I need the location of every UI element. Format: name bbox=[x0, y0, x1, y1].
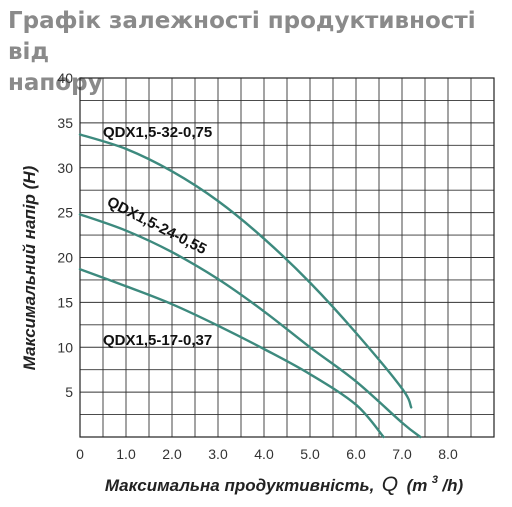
y-tick-label: 5 bbox=[65, 384, 73, 400]
y-tick-label: 35 bbox=[57, 115, 73, 131]
series-label-qdx-17: QDX1,5-17-0,37 bbox=[103, 332, 212, 349]
y-tick-label: 40 bbox=[57, 70, 73, 86]
x-tick-labels: 0 1.0 2.0 3.0 4.0 5.0 6.0 7.0 8.0 bbox=[76, 446, 458, 462]
y-tick-label: 20 bbox=[57, 250, 73, 266]
series-line-qdx-17 bbox=[78, 268, 385, 439]
series-line-qdx-24 bbox=[78, 213, 422, 439]
chart-title: Графік залежності продуктивності від нап… bbox=[8, 6, 508, 99]
x-tick-label: 3.0 bbox=[208, 446, 228, 462]
series-label-qdx-24: QDX1,5-24-0,55 bbox=[104, 193, 209, 258]
series-label-qdx-32: QDX1,5-32-0,75 bbox=[103, 124, 212, 141]
series-group bbox=[78, 133, 422, 439]
chart-title-line-1: Графік залежності продуктивності від bbox=[8, 8, 476, 65]
x-axis-label-symbol: Q bbox=[382, 473, 398, 496]
x-axis-label-unit-close: /h) bbox=[441, 476, 463, 495]
series-line-qdx-32 bbox=[78, 133, 413, 409]
y-tick-label: 25 bbox=[57, 205, 73, 221]
x-tick-label: 0 bbox=[76, 446, 84, 462]
x-tick-label: 1.0 bbox=[116, 446, 136, 462]
x-axis-label-main: Максимальна продуктивність, bbox=[105, 476, 375, 495]
y-axis-label: Максимальний напір (H) bbox=[20, 165, 39, 370]
y-tick-labels: 5 10 15 20 25 30 35 40 bbox=[57, 70, 73, 400]
y-tick-label: 10 bbox=[57, 339, 73, 355]
y-tick-label: 15 bbox=[57, 294, 73, 310]
y-tick-label: 30 bbox=[57, 160, 73, 176]
x-tick-label: 4.0 bbox=[254, 446, 274, 462]
grid bbox=[80, 78, 494, 437]
x-axis-label-unit-sup: 3 bbox=[432, 474, 438, 486]
x-axis-label-unit-open: (m bbox=[407, 476, 428, 495]
x-axis-label: Максимальна продуктивність, Q (m 3 /h) bbox=[105, 470, 464, 496]
x-tick-label: 7.0 bbox=[392, 446, 412, 462]
chart-title-line-2: напору bbox=[8, 70, 103, 96]
x-tick-label: 8.0 bbox=[438, 446, 458, 462]
x-tick-label: 6.0 bbox=[346, 446, 366, 462]
x-tick-label: 5.0 bbox=[300, 446, 320, 462]
plot-frame bbox=[79, 77, 495, 438]
x-tick-label: 2.0 bbox=[162, 446, 182, 462]
